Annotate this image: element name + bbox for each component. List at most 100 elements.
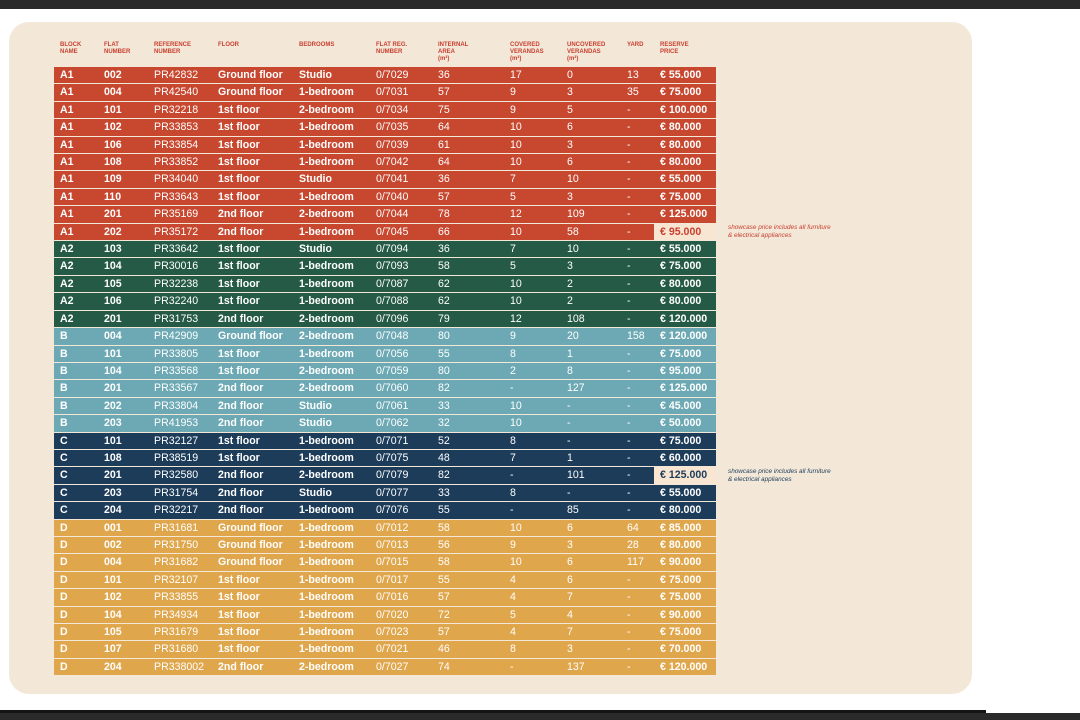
cell-uncovered-verandas: 6 <box>561 519 621 536</box>
cell-reference: PR32218 <box>148 101 212 119</box>
table-row: B 004 PR42909 Ground floor 2-bedroom 0/7048 80… <box>54 328 716 345</box>
cell-floor: Ground floor <box>212 554 293 571</box>
cell-covered-verandas: 5 <box>504 188 561 206</box>
cell-internal-area: 64 <box>432 119 504 136</box>
cell-block: A1 <box>54 206 98 223</box>
cell-uncovered-verandas: 4 <box>561 606 621 623</box>
table-row: A1 109 PR34040 1st floor Studio 0/7041 36 7 10- €… <box>54 171 716 188</box>
cell-flat-reg: 0/7062 <box>370 415 432 432</box>
cell-reference: PR32580 <box>148 467 212 484</box>
cell-floor: 1st floor <box>212 606 293 623</box>
cell-reserve-price: € 50.000 <box>654 415 716 432</box>
cell-block: C <box>54 467 98 484</box>
table-row: A2 201 PR31753 2nd floor 2-bedroom 0/7096 79 12… <box>54 310 716 328</box>
cell-floor: 1st floor <box>212 275 293 293</box>
cell-block: B <box>54 328 98 345</box>
cell-reserve-price: € 75.000 <box>654 188 716 206</box>
cell-bedrooms: 2-bedroom <box>293 206 370 223</box>
cell-internal-area: 80 <box>432 328 504 345</box>
cell-flat-reg: 0/7020 <box>370 606 432 623</box>
cell-block: A1 <box>54 101 98 119</box>
cell-reference: PR35169 <box>148 206 212 223</box>
cell-reserve-price: € 120.000 <box>654 658 716 676</box>
cell-reserve-price: € 75.000 <box>654 589 716 606</box>
cell-bedrooms: 2-bedroom <box>293 101 370 119</box>
cell-reference: PR34934 <box>148 606 212 623</box>
cell-bedrooms: Studio <box>293 241 370 258</box>
cell-reserve-price: € 55.000 <box>654 67 716 84</box>
cell-block: D <box>54 554 98 571</box>
cell-flat-reg: 0/7029 <box>370 67 432 84</box>
cell-reference: PR32240 <box>148 293 212 310</box>
cell-flat-reg: 0/7013 <box>370 536 432 554</box>
cell-reference: PR31754 <box>148 484 212 502</box>
cell-uncovered-verandas: 3 <box>561 536 621 554</box>
cell-uncovered-verandas: 2 <box>561 293 621 310</box>
header-reserve-price: RESERVE PRICE <box>660 42 689 55</box>
table-row: D 102 PR33855 1st floor 1-bedroom 0/7016 57 4 7-… <box>54 589 716 606</box>
cell-flat-reg: 0/7093 <box>370 258 432 275</box>
cell-internal-area: 80 <box>432 362 504 380</box>
cell-covered-verandas: 10 <box>504 415 561 432</box>
cell-floor: 2nd floor <box>212 310 293 328</box>
cell-uncovered-verandas: 2 <box>561 275 621 293</box>
cell-floor: 1st floor <box>212 362 293 380</box>
cell-flat: 204 <box>98 658 148 676</box>
cell-internal-area: 78 <box>432 206 504 223</box>
cell-uncovered-verandas: 7 <box>561 589 621 606</box>
cell-yard: 117 <box>621 554 654 571</box>
cell-reserve-price: € 55.000 <box>654 171 716 188</box>
cell-yard: - <box>621 310 654 328</box>
cell-uncovered-verandas: 10 <box>561 241 621 258</box>
cell-internal-area: 66 <box>432 223 504 241</box>
cell-internal-area: 74 <box>432 658 504 676</box>
cell-uncovered-verandas: 3 <box>561 641 621 658</box>
cell-block: D <box>54 624 98 641</box>
cell-reserve-price: € 45.000 <box>654 397 716 415</box>
cell-flat: 101 <box>98 345 148 362</box>
cell-yard: - <box>621 484 654 502</box>
cell-flat-reg: 0/7017 <box>370 571 432 589</box>
cell-internal-area: 82 <box>432 380 504 397</box>
cell-yard: - <box>621 432 654 449</box>
cell-covered-verandas: 10 <box>504 293 561 310</box>
cell-internal-area: 55 <box>432 571 504 589</box>
cell-flat-reg: 0/7059 <box>370 362 432 380</box>
cell-flat-reg: 0/7040 <box>370 188 432 206</box>
cell-yard: - <box>621 206 654 223</box>
cell-reference: PR42540 <box>148 84 212 101</box>
cell-block: A1 <box>54 67 98 84</box>
cell-covered-verandas: 9 <box>504 84 561 101</box>
cell-floor: Ground floor <box>212 519 293 536</box>
cell-flat-reg: 0/7094 <box>370 241 432 258</box>
cell-yard: 28 <box>621 536 654 554</box>
cell-yard: - <box>621 449 654 467</box>
cell-internal-area: 72 <box>432 606 504 623</box>
cell-yard: - <box>621 258 654 275</box>
table-row: B 201 PR33567 2nd floor 2-bedroom 0/7060 82-12… <box>54 380 716 397</box>
cell-block: B <box>54 397 98 415</box>
cell-floor: 1st floor <box>212 188 293 206</box>
cell-bedrooms: 1-bedroom <box>293 641 370 658</box>
cell-uncovered-verandas: 3 <box>561 258 621 275</box>
cell-floor: 1st floor <box>212 241 293 258</box>
cell-yard: - <box>621 415 654 432</box>
cell-floor: 2nd floor <box>212 380 293 397</box>
cell-uncovered-verandas: 0 <box>561 67 621 84</box>
table-row: B 203 PR41953 2nd floor Studio 0/7062 32 10- - € … <box>54 415 716 432</box>
cell-uncovered-verandas: 6 <box>561 154 621 171</box>
cell-reference: PR32127 <box>148 432 212 449</box>
table-row: A2 105 PR32238 1st floor 1-bedroom 0/7087 62 10… <box>54 275 716 293</box>
cell-flat: 102 <box>98 119 148 136</box>
cell-floor: 1st floor <box>212 136 293 154</box>
cell-bedrooms: 1-bedroom <box>293 554 370 571</box>
cell-flat: 201 <box>98 310 148 328</box>
table-body: A1 002 PR42832 Ground floor Studio 0/7029 36 17… <box>54 67 716 676</box>
cell-reserve-price: € 100.000 <box>654 101 716 119</box>
cell-uncovered-verandas: - <box>561 415 621 432</box>
cell-reference: PR33642 <box>148 241 212 258</box>
cell-covered-verandas: 10 <box>504 397 561 415</box>
cell-flat: 201 <box>98 467 148 484</box>
cell-block: A1 <box>54 154 98 171</box>
cell-bedrooms: 1-bedroom <box>293 624 370 641</box>
